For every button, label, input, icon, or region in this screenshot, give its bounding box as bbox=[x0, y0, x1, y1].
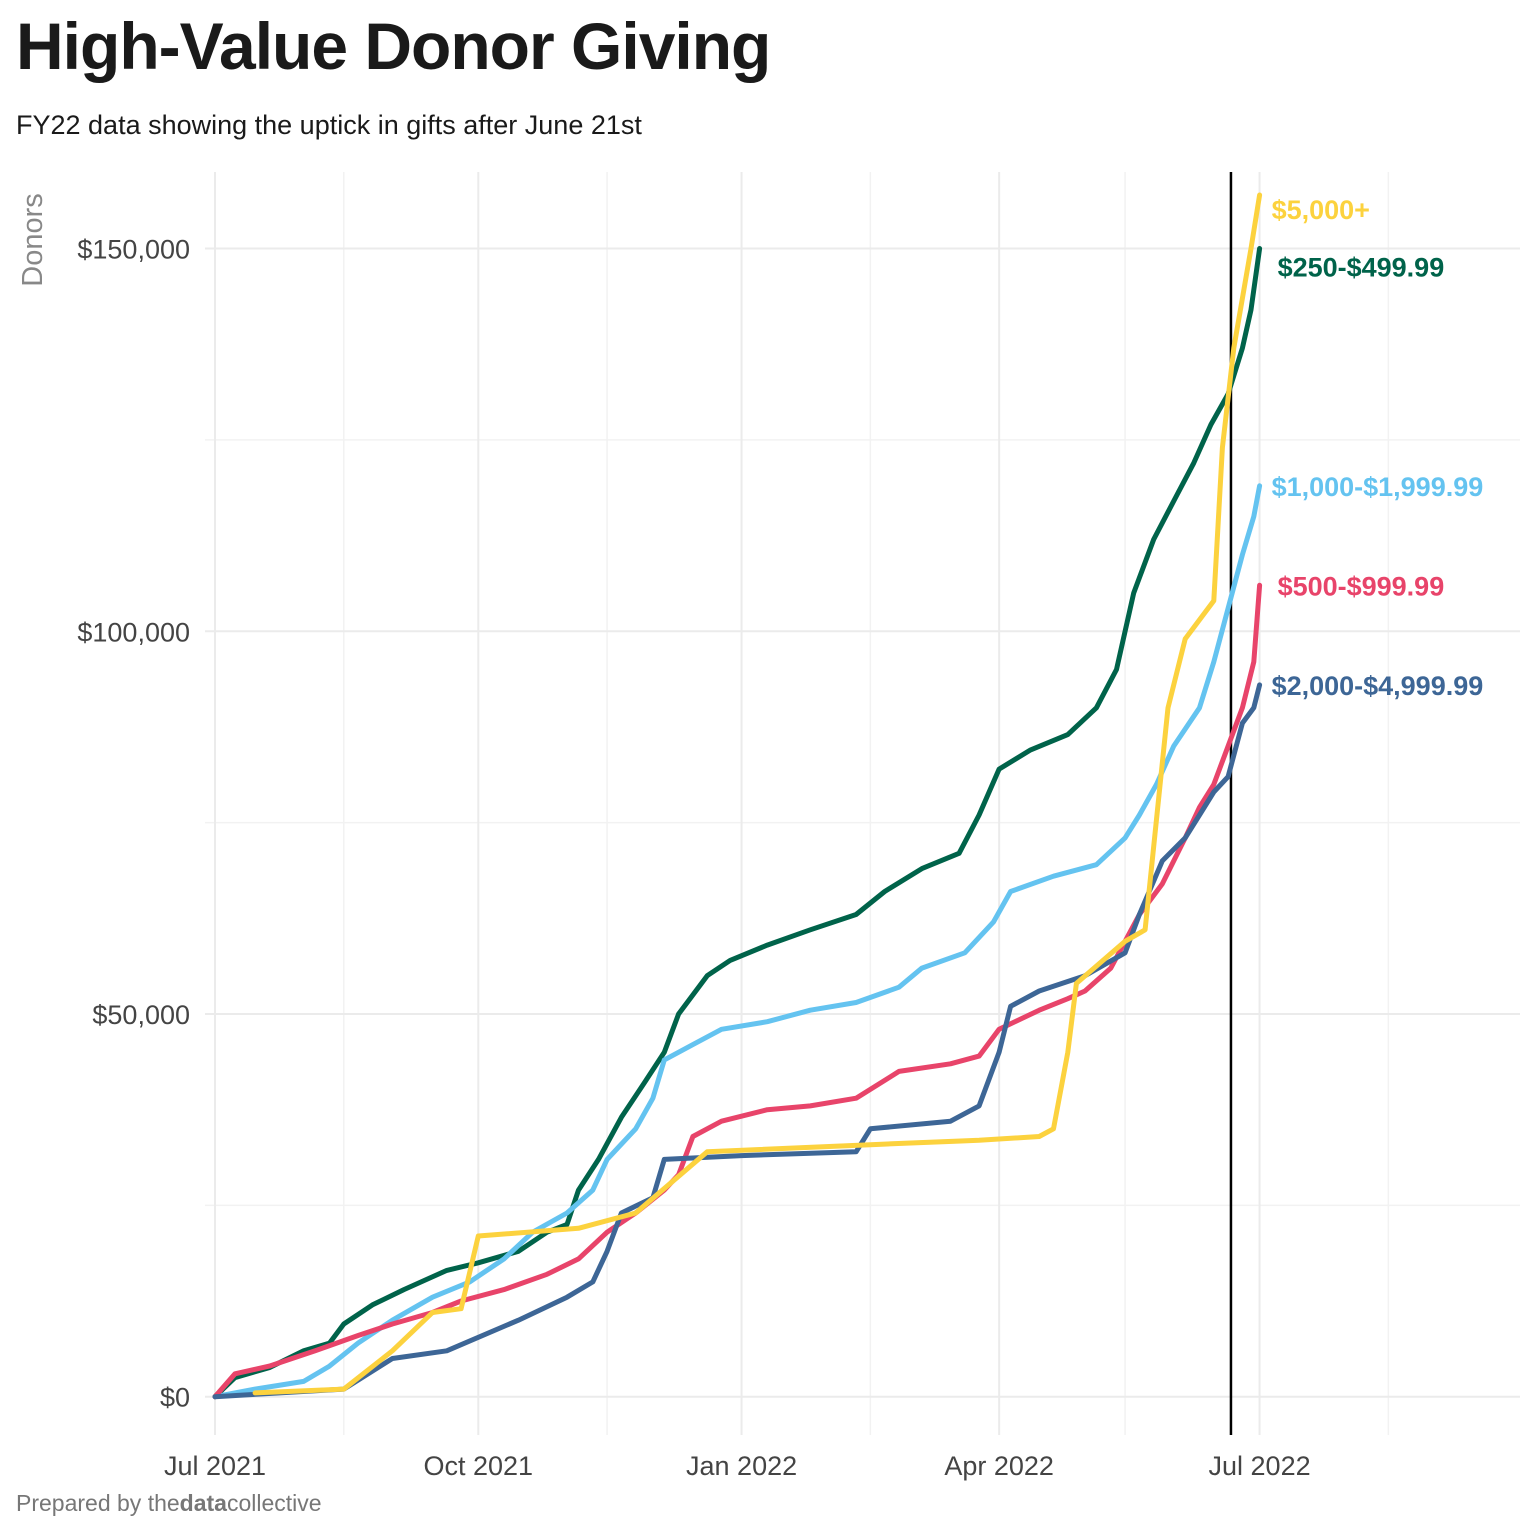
major-gridlines bbox=[205, 172, 1520, 1435]
y-axis-ticks: $0 $50,000 $100,000 $150,000 bbox=[77, 235, 190, 1413]
y-tick-label: $150,000 bbox=[77, 235, 190, 265]
x-tick-label: Jul 2022 bbox=[1209, 1451, 1311, 1481]
x-tick-label: Oct 2021 bbox=[424, 1451, 534, 1481]
minor-gridlines bbox=[205, 172, 1520, 1435]
y-tick-label: $100,000 bbox=[77, 617, 190, 647]
x-tick-label: Jan 2022 bbox=[686, 1451, 797, 1481]
caption-brand-bold: data bbox=[179, 1490, 227, 1516]
caption: Prepared by thedatacollective bbox=[16, 1490, 322, 1517]
x-axis-ticks: Jul 2021 Oct 2021 Jan 2022 Apr 2022 Jul 2022 bbox=[164, 1451, 1311, 1481]
series-line bbox=[212, 483, 1263, 1400]
series-label: $2,000-$4,999.99 bbox=[1272, 671, 1484, 701]
y-tick-label: $0 bbox=[160, 1383, 190, 1413]
series-label: $5,000+ bbox=[1272, 195, 1370, 225]
series-label: $1,000-$1,999.99 bbox=[1272, 472, 1484, 502]
y-axis-label: Donors bbox=[17, 193, 49, 287]
chart-subtitle: FY22 data showing the uptick in gifts af… bbox=[16, 110, 642, 140]
x-tick-label: Apr 2022 bbox=[944, 1451, 1054, 1481]
chart-title: High-Value Donor Giving bbox=[16, 9, 771, 83]
series-lines bbox=[212, 192, 1263, 1400]
series-labels: $250-$499.99 $1,000-$1,999.99 $500-$999.99… bbox=[1272, 195, 1484, 701]
series-line bbox=[212, 246, 1263, 1400]
caption-prefix: Prepared by the bbox=[16, 1490, 180, 1516]
series-label: $500-$999.99 bbox=[1278, 571, 1445, 601]
x-tick-label: Jul 2021 bbox=[164, 1451, 266, 1481]
caption-suffix: collective bbox=[226, 1490, 322, 1516]
series-line bbox=[252, 192, 1263, 1396]
series-line bbox=[212, 582, 1263, 1400]
series-line bbox=[212, 682, 1263, 1400]
y-tick-label: $50,000 bbox=[92, 1000, 190, 1030]
series-label: $250-$499.99 bbox=[1278, 253, 1445, 283]
